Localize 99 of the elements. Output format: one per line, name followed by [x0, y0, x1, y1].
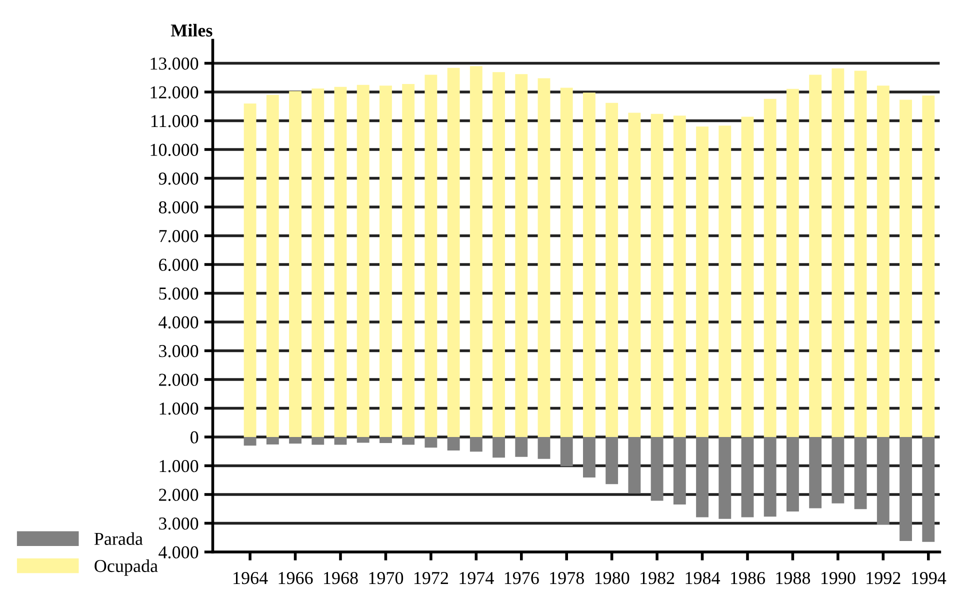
bar	[312, 88, 324, 437]
bar	[244, 436, 256, 446]
bar	[583, 92, 596, 437]
bar	[289, 91, 302, 437]
bar	[402, 436, 415, 445]
y-tick-label: 5.000	[159, 288, 198, 300]
bar	[673, 116, 686, 437]
bar	[718, 126, 732, 437]
y-tick-label: 0	[190, 431, 198, 444]
bar	[266, 436, 279, 444]
bar	[424, 436, 438, 448]
y-tick-label: 1.000	[160, 460, 198, 472]
bar	[447, 68, 460, 437]
bar	[628, 112, 641, 437]
bar	[650, 114, 664, 437]
bar	[900, 436, 912, 542]
y-tick-label: 12.000	[150, 86, 198, 99]
bar	[356, 436, 370, 443]
bar	[606, 436, 618, 484]
y-tick-label: 2.000	[159, 374, 198, 386]
y-tick-label: 4.000	[158, 546, 198, 558]
y-axis-title: Miles	[170, 24, 212, 37]
y-tick-label: 1.000	[160, 402, 198, 415]
bar	[470, 66, 482, 437]
bar	[334, 436, 347, 445]
x-tick-label: 1978	[550, 572, 584, 584]
bar	[809, 74, 822, 437]
bar	[876, 86, 890, 437]
bar	[696, 126, 708, 437]
x-tick-label: 1984	[686, 572, 720, 584]
bar	[447, 436, 460, 450]
bar	[628, 436, 641, 494]
x-tick-label: 1980	[595, 572, 630, 584]
bar	[402, 84, 415, 437]
bar	[492, 436, 505, 458]
bar	[515, 436, 528, 457]
x-tick-label: 1974	[460, 572, 494, 584]
bar	[289, 436, 302, 444]
bar	[741, 436, 754, 518]
bar	[380, 86, 392, 437]
x-tick-label: 1986	[731, 572, 766, 584]
legend-label: Ocupada	[94, 559, 158, 576]
x-tick-label: 1968	[324, 572, 358, 584]
bar	[696, 436, 708, 518]
x-tick-label: 1964	[234, 572, 268, 584]
bar	[786, 436, 799, 512]
bar	[560, 436, 573, 466]
y-tick-label: 7.000	[159, 230, 198, 242]
y-tick-label: 13.000	[150, 58, 198, 70]
bar	[673, 436, 686, 505]
bar	[538, 78, 550, 437]
bar	[741, 116, 754, 437]
bar	[538, 436, 550, 459]
bar	[876, 436, 890, 525]
bar	[854, 70, 867, 437]
bar	[832, 68, 844, 437]
bar	[560, 88, 573, 437]
bar	[809, 436, 822, 508]
bar	[718, 436, 732, 519]
bar	[334, 86, 347, 437]
y-tick-label: 11.000	[151, 115, 198, 128]
x-tick-label: 1990	[821, 572, 856, 584]
x-tick-label: 1972	[414, 572, 448, 584]
y-tick-label: 4.000	[158, 316, 198, 329]
y-tick-label: 10.000	[150, 144, 198, 156]
y-tick-label: 9.000	[158, 172, 198, 185]
y-tick-label: 2.000	[159, 488, 198, 502]
y-tick-label: 6.000	[159, 258, 198, 272]
bar	[583, 436, 596, 478]
bar	[606, 102, 618, 437]
bar	[515, 74, 528, 437]
y-tick-label: 8.000	[158, 201, 198, 214]
bar	[922, 95, 935, 437]
bar	[380, 436, 392, 444]
y-tick-label: 3.000	[159, 345, 198, 358]
bar	[832, 436, 844, 504]
x-tick-label: 1988	[776, 572, 810, 584]
bar	[356, 84, 370, 437]
bar	[786, 88, 799, 437]
x-tick-label: 1994	[912, 572, 946, 584]
bar	[492, 72, 505, 437]
bar	[764, 436, 776, 517]
bar	[244, 104, 256, 437]
bar	[470, 436, 482, 452]
bar	[922, 436, 935, 542]
legend-label: Parada	[94, 532, 143, 545]
bar	[854, 436, 867, 510]
bar	[650, 436, 664, 501]
bar	[900, 100, 912, 437]
bar	[266, 94, 279, 437]
x-tick-label: 1982	[640, 572, 674, 584]
x-tick-label: 1966	[278, 572, 313, 584]
y-tick-label: 3.000	[159, 517, 198, 530]
x-tick-label: 1976	[504, 572, 539, 584]
bar	[424, 74, 438, 437]
x-tick-label: 1970	[369, 572, 404, 584]
bar	[764, 98, 776, 437]
bar	[312, 436, 324, 445]
x-tick-label: 1992	[866, 572, 900, 584]
